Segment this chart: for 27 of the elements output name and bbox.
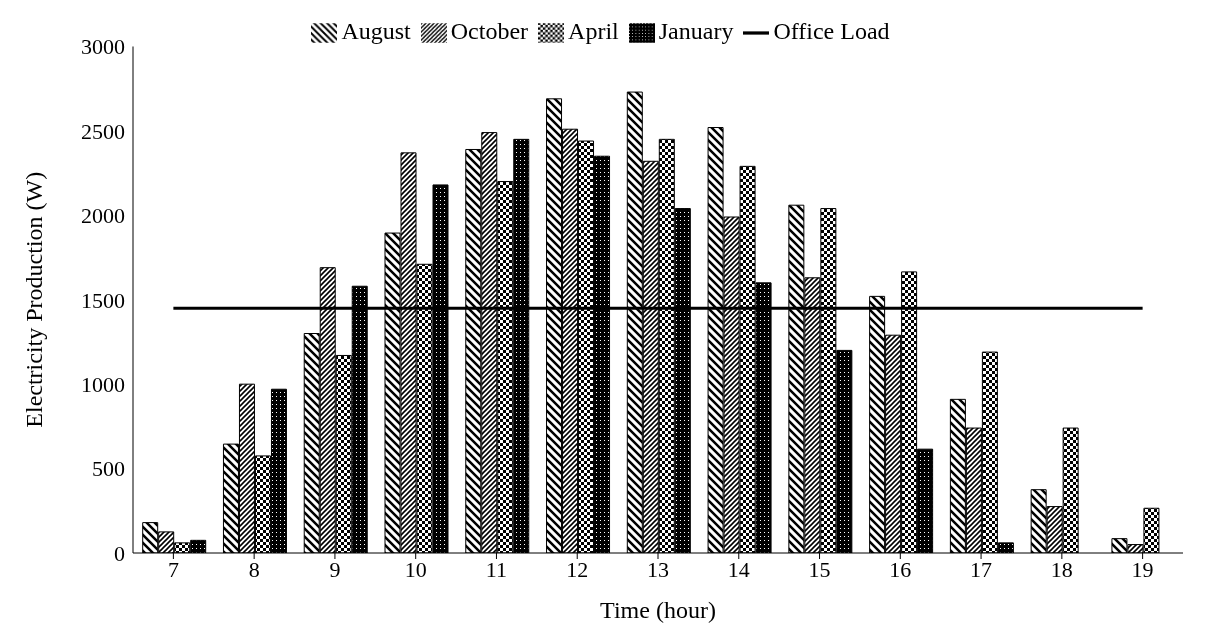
x-tick-label: 19 [1131,556,1154,582]
legend-label: April [568,18,619,44]
y-tick-label: 1500 [81,287,125,313]
x-tick-label: 11 [485,556,508,582]
x-tick-label: 12 [566,556,589,582]
legend-label: August [341,18,411,44]
y-axis-title: Electricity Production (W) [20,171,47,428]
y-tick-label: 0 [114,540,125,566]
x-tick-label: 9 [329,556,341,582]
y-tick-label: 2500 [81,118,125,144]
y-tick-label: 3000 [81,34,125,60]
x-tick-label: 7 [167,556,179,582]
legend-label: January [658,18,734,44]
x-tick-label: 16 [889,556,912,582]
x-tick-label: 8 [248,556,260,582]
x-tick-label: 13 [647,556,669,582]
y-tick-label: 500 [92,456,125,482]
x-tick-label: 10 [404,556,427,582]
x-tick-label: 15 [808,556,831,582]
x-tick-label: 18 [1050,556,1073,582]
x-tick-label: 14 [727,556,750,582]
y-tick-label: 1000 [81,371,125,397]
legend-label: Office Load [773,18,890,44]
legend-label: October [450,18,529,44]
y-tick-label: 2000 [81,203,125,229]
x-axis-title: Time (hour) [600,597,716,623]
x-tick-label: 17 [970,556,993,582]
